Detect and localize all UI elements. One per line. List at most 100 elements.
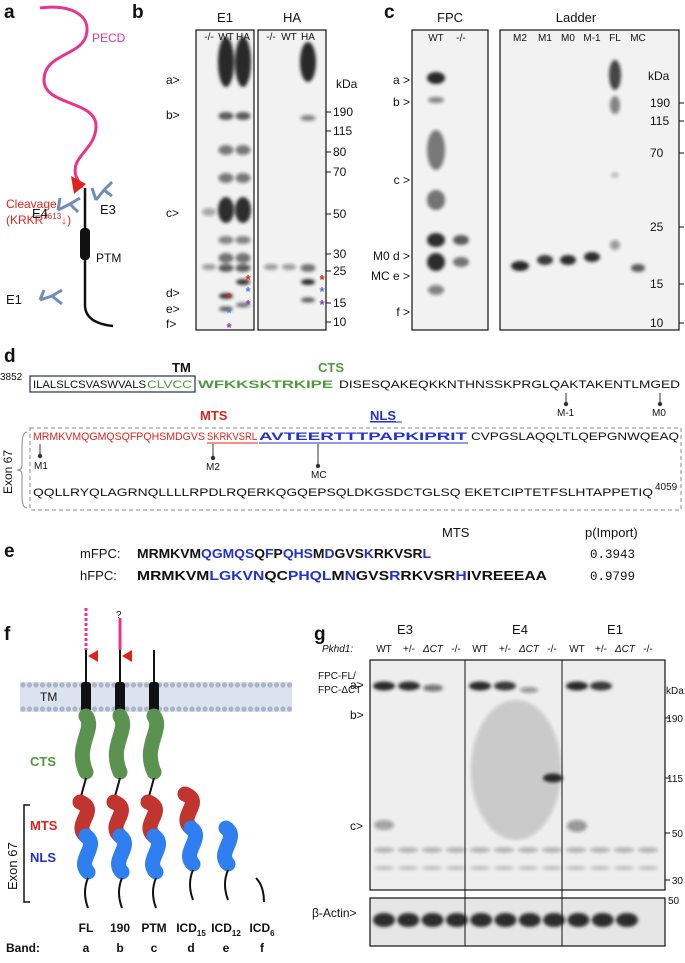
lane-label: M2 [513,33,527,44]
score-header: p(Import) [585,525,638,540]
mts-title: MTS [442,525,470,540]
blot-bands [202,37,658,927]
mts-sequence: MRMKVM QGMQS QFPQHS MDGVS KRKVSR L [137,547,431,561]
tail [224,869,229,901]
residues: MRMKVM [137,547,201,561]
residues: Q [254,547,265,561]
blot-band [470,847,490,853]
lipid [20,682,26,688]
form-text: 190 [110,921,130,935]
band-label: e> [166,302,180,316]
blot-band [218,145,234,155]
asterisk: * [226,290,232,305]
lane-label: WT [428,33,444,44]
lane-label: WT [218,32,234,43]
lipid [273,706,280,712]
blot-band [494,847,514,853]
exon-box [29,427,682,511]
marker-label: 115 [667,774,683,785]
blot-band [282,264,296,270]
lane-label: MC [630,33,646,44]
lipid [286,682,293,688]
lipid [234,682,241,688]
blot-band [300,42,316,82]
nls-label: NLS [30,850,56,865]
tm-label: TM [172,360,191,375]
lane-label: ΔCT [614,644,636,655]
unknown-label: ? [116,610,122,621]
blot-band [235,197,251,223]
panel-label: g [314,624,326,645]
blot-band [202,264,216,270]
form-name: ICD15 [176,921,206,938]
residues: K [364,547,374,561]
form-sub: 15 [197,929,206,938]
blot-band [300,115,316,121]
asterisk: * [226,320,232,335]
blot-band [567,913,590,927]
blot-band [631,264,645,272]
sequence: AVTEERTTTPAPKIPRIT [259,431,467,443]
blot-band [543,913,566,927]
lane-label: +/- [403,644,415,655]
blot-band [218,37,234,87]
sequence: WFKKSKTRKIPE [198,379,333,391]
group-title: E1 [607,622,623,637]
sequence: CVPGSLAQQLTLQEPGNWQEAQ [471,431,680,443]
blot-band [542,847,562,853]
lipid [273,682,280,688]
blot-band [427,72,445,84]
blot-title: Ladder [556,10,597,25]
blot-band [373,913,395,927]
blot-band [398,681,420,691]
blot-band [300,264,316,272]
lipid [195,706,202,712]
marker-label: 115 [650,114,669,128]
lipid [65,682,72,688]
blot-band [511,261,529,271]
form-text: ICD [176,921,197,935]
blot-band [218,197,234,223]
blot-band [427,253,445,271]
blot-band [566,866,586,870]
lane-label: -/- [204,32,213,43]
site-label: M2 [206,462,220,473]
ct-label: FPC-ΔCT [318,685,361,696]
sequence: DISESQAKEQKKNTHNSSKPRGLQAKTAKENTLMGED [339,379,680,391]
blot-band [590,847,610,853]
blot-g-actin [369,897,666,947]
row-name: hFPC: [80,568,117,583]
lipid [254,706,260,712]
blot-band [494,913,517,927]
lane-label: FL [609,33,621,44]
blot-band [264,264,278,270]
lipid [215,706,221,712]
residues: GVS [356,569,389,583]
lipid [26,706,33,712]
blot-band [518,847,538,853]
lipid [143,706,150,712]
lane-label: +/- [499,644,511,655]
band-label: a> [166,73,180,87]
marker-label: 25 [333,264,347,278]
blot-band [235,264,251,272]
lane-label: -/- [456,33,465,44]
blot-band [537,255,553,265]
marker-label: 50 [672,829,684,840]
band-label: c > [394,173,410,187]
asterisk: * [245,284,251,299]
panel-label: e [4,541,15,562]
antibodies [38,180,114,306]
band-letter: e [223,941,230,955]
form-text: ICD [249,921,270,935]
marker-label: 15 [333,296,347,310]
blot-band [374,866,394,870]
kda-label: kDa [336,77,358,91]
lipid [39,706,46,712]
marker-label: 80 [333,145,347,159]
mts-label: MTS [200,408,228,423]
lipid [137,706,143,712]
site-label: M-1 [557,408,575,419]
blot-band [219,306,233,312]
blot-band [520,687,538,693]
